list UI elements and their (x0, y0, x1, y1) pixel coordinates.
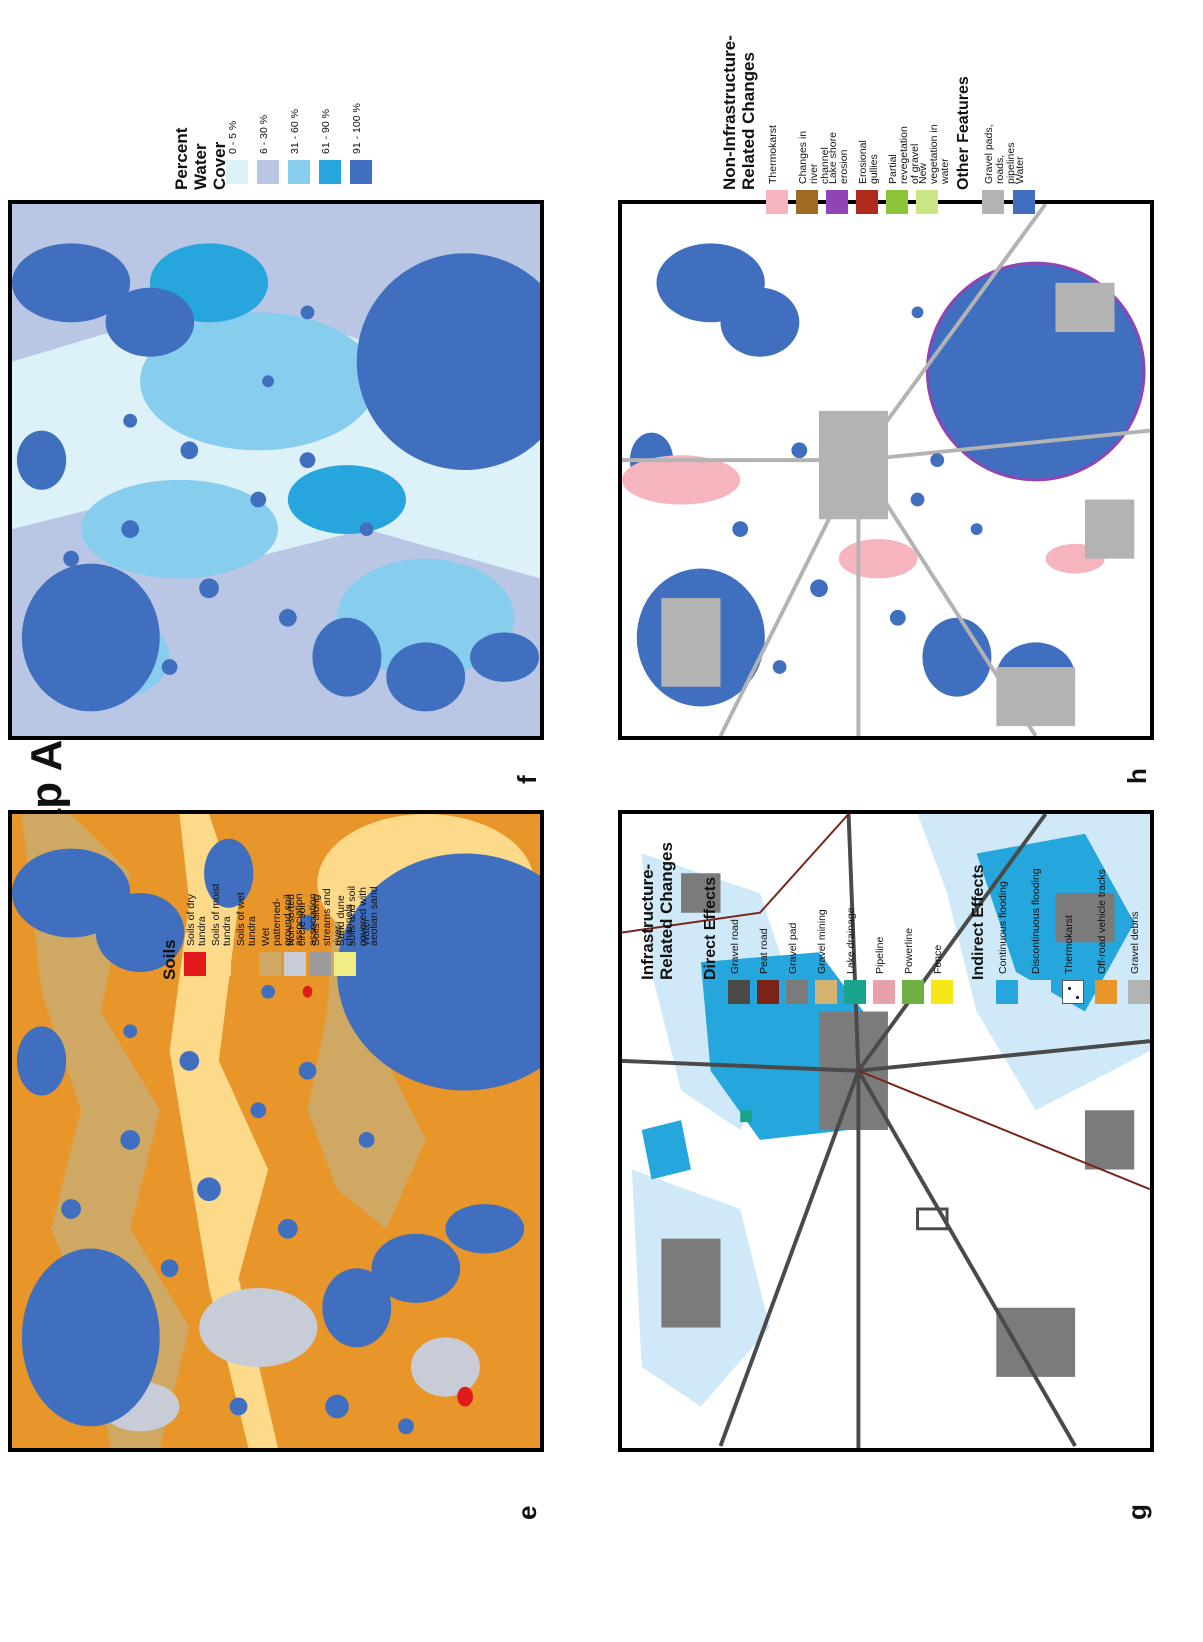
direct-effects-legend-label: Powerline (903, 927, 915, 974)
panel-letter-g: g (1122, 1504, 1152, 1520)
direct-effects-legend-label: Peat road (758, 928, 770, 974)
infrastructure-map (622, 814, 1150, 1448)
non-infrastructure-legend-title: Non-Infrastructure-Related Changes (720, 35, 758, 190)
non-infrastructure-legend-swatch (766, 190, 788, 214)
direct-effects-legend-label: Gravel pad (787, 922, 799, 974)
direct-effects-legend-swatch (815, 980, 837, 1004)
water-cover-legend-swatch (257, 160, 279, 184)
soils-legend-swatch (184, 952, 206, 976)
non-infrastructure-legend-swatch (886, 190, 908, 214)
water-cover-legend-swatch (226, 160, 248, 184)
soils-legend-label: Water (360, 918, 372, 946)
direct-effects-legend-swatch (757, 980, 779, 1004)
non-infrastructure-legend-label: Lake shore erosion (827, 132, 850, 184)
direct-effects-legend-swatch (931, 980, 953, 1004)
other-features-legend-label: Gravel pads, roads, pipelines (983, 124, 1017, 184)
soils-legend-swatch (209, 952, 231, 976)
indirect-effects-legend-label: Continuous flooding (997, 881, 1009, 974)
direct-effects-legend-swatch (728, 980, 750, 1004)
non-infrastructure-legend-swatch (826, 190, 848, 214)
direct-effects-title: Direct Effects (702, 876, 719, 980)
direct-effects-legend-label: Lake drainage (845, 907, 857, 974)
direct-effects-legend-swatch (873, 980, 895, 1004)
direct-effects-legend-label: Pipeline (874, 936, 886, 974)
indirect-effects-legend-label: Thermokarst (1063, 915, 1075, 974)
direct-effects-legend-label: Gravel mining (816, 909, 828, 974)
soils-legend-swatch (259, 952, 281, 976)
non-infrastructure-legend-label: Erosional gullies (857, 140, 880, 184)
water-cover-legend-label: 61 - 90 % (320, 109, 332, 154)
indirect-effects-legend-swatch (1062, 980, 1084, 1004)
indirect-effects-legend-swatch (1029, 980, 1051, 1004)
map-panel-e (8, 810, 544, 1452)
indirect-effects-legend-label: Discontinuous flooding (1030, 868, 1042, 974)
soils-legend-label: Soils of dry tundra (185, 894, 208, 946)
water-cover-legend-swatch (350, 160, 372, 184)
map-panel-g (618, 810, 1154, 1452)
indirect-effects-legend-swatch (1095, 980, 1117, 1004)
water-cover-legend-label: 6 - 30 % (258, 114, 270, 154)
direct-effects-legend-swatch (844, 980, 866, 1004)
water-cover-map (12, 204, 540, 736)
indirect-effects-title: Indirect Effects (970, 864, 987, 980)
other-features-title: Other Features (955, 76, 972, 190)
direct-effects-legend-swatch (902, 980, 924, 1004)
panel-letter-f: f (512, 775, 542, 784)
other-features-legend-swatch (1013, 190, 1035, 214)
infrastructure-legend-title: Infrastructure-Related Changes (638, 842, 676, 980)
soils-legend-swatch (334, 952, 356, 976)
other-features-legend-label: Water (1014, 156, 1026, 184)
indirect-effects-legend-swatch (1128, 980, 1150, 1004)
non-infrastructure-legend-swatch (796, 190, 818, 214)
soils-map (12, 814, 540, 1448)
map-panel-h (618, 200, 1154, 740)
soils-legend-swatch (234, 952, 256, 976)
water-cover-legend-title: Percent Water Cover (172, 127, 229, 190)
soils-legend-label: Sand dune soils and soil covered with ae… (335, 885, 380, 946)
direct-effects-legend-label: Fence (932, 944, 944, 974)
soils-legend-swatch (309, 952, 331, 976)
panel-letter-h: h (1122, 768, 1152, 784)
indirect-effects-legend-swatch (996, 980, 1018, 1004)
water-cover-legend-swatch (319, 160, 341, 184)
water-cover-legend-label: 31 - 60 % (289, 109, 301, 154)
water-cover-legend-label: 0 - 5 % (227, 120, 239, 154)
other-features-legend-swatch (982, 190, 1004, 214)
soils-legend-label: Soils of moist tundra (210, 883, 233, 946)
soils-legend-label: Soils of wet tundra (235, 892, 258, 946)
soils-legend-swatch (359, 952, 381, 976)
direct-effects-legend-swatch (786, 980, 808, 1004)
soils-legend-title: Soils (160, 939, 179, 980)
non-infrastructure-map (622, 204, 1150, 736)
direct-effects-legend-label: Gravel road (729, 919, 741, 974)
indirect-effects-legend-label: Off-road vehicle tracks (1096, 869, 1108, 974)
non-infrastructure-legend-label: New vegetation in water (917, 124, 951, 184)
non-infrastructure-legend-swatch (916, 190, 938, 214)
map-panel-f (8, 200, 544, 740)
non-infrastructure-legend-swatch (856, 190, 878, 214)
indirect-effects-legend-label: Gravel debris (1129, 911, 1141, 974)
panel-letter-e: e (512, 1505, 542, 1520)
water-cover-legend-swatch (288, 160, 310, 184)
water-cover-legend-label: 91 - 100 % (351, 103, 363, 154)
soils-legend-swatch (284, 952, 306, 976)
non-infrastructure-legend-label: Thermokarst (767, 125, 779, 184)
